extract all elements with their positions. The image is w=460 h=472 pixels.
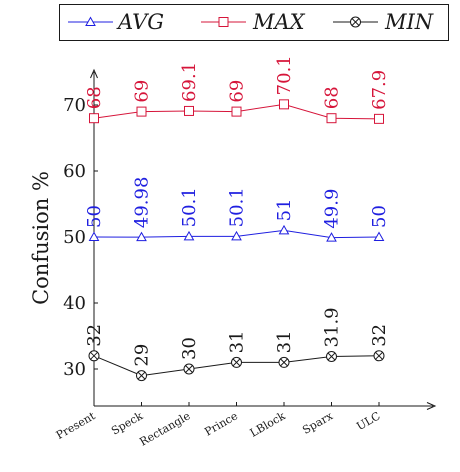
data-label-avg: 50 [84,205,105,228]
data-point-max [89,113,99,124]
y-tick-label: 50 [63,227,86,248]
data-point-avg [136,231,147,242]
data-label-avg: 49.9 [322,189,343,229]
data-point-avg [373,231,385,241]
data-point-max [374,113,384,124]
data-label-avg: 50.1 [179,187,200,227]
x-tick-label: Prince [202,409,240,438]
series-max: 68 69 69.1 69 70.1 68 67.9 [84,55,390,124]
data-point-min [231,356,242,368]
legend-marker-avg [85,16,96,26]
data-point-avg [183,230,195,241]
marker-cross [280,358,288,367]
data-label-min: 31 [274,330,295,353]
legend-marker-max [218,17,229,27]
marker-cross [137,371,146,380]
x-tick-label: ULC [354,409,382,433]
data-point-min [183,363,195,375]
y-tick-label: 70 [63,95,86,116]
data-point-min [136,370,147,382]
data-point-max [231,106,242,117]
data-point-avg [231,230,242,241]
x-tick-label: Sparx [300,409,335,437]
data-label-min: 31 [227,330,248,353]
data-label-min: 31.9 [322,307,343,347]
series-min: 32 29 30 31 31 31.9 32 [84,307,390,382]
data-label-min: 29 [132,344,153,367]
data-label-avg: 50 [369,205,390,228]
data-label-max: 68 [84,86,105,109]
legend-label-min: MIN [384,10,434,34]
data-label-avg: 50.1 [227,187,248,227]
data-label-max: 69 [132,80,153,103]
marker-cross [90,351,98,360]
marker-cross [351,18,360,26]
data-point-max [279,99,289,110]
x-tick-label: Present [54,409,98,442]
data-point-max [136,106,147,117]
legend-label-avg: AVG [116,10,164,34]
data-point-min [278,356,290,368]
x-axis-arrow [426,402,437,410]
marker-cross [327,352,336,361]
x-tick-label: Speck [109,409,145,437]
y-tick-label: 30 [63,359,86,380]
y-axis-label: Confusion % [29,171,53,305]
legend-marker-min [350,16,361,28]
data-label-max: 68 [322,86,343,109]
marker-cross [185,365,193,373]
marker-cross [375,351,383,360]
data-point-min [373,350,385,362]
y-axis-arrow [90,68,98,79]
data-label-avg: 51 [274,198,295,221]
data-point-avg [88,231,100,241]
legend-box [59,4,449,41]
data-label-min: 32 [369,324,390,347]
y-tick-label: 60 [63,161,86,182]
x-tick-label: Rectangle [137,409,192,448]
legend-label-max: MAX [252,10,306,34]
y-tick-label: 40 [63,293,86,314]
data-point-max [326,113,337,124]
legend: AVG MAX MIN [59,4,449,41]
marker-cross [232,358,241,367]
data-point-avg [278,224,290,235]
x-tick-label: LBlock [248,409,288,440]
data-label-avg: 49.98 [132,177,153,229]
data-point-max [184,105,194,116]
data-point-min [326,350,337,362]
data-label-max: 69.1 [179,62,200,102]
data-label-max: 67.9 [369,70,390,110]
series-avg: 50 49.98 50.1 50.1 51 49.9 50 [84,177,390,242]
data-point-avg [326,232,337,242]
data-label-min: 32 [84,324,105,347]
data-label-min: 30 [179,337,200,360]
data-label-max: 69 [227,80,248,103]
data-point-min [88,350,100,362]
data-label-max: 70.1 [274,55,295,95]
